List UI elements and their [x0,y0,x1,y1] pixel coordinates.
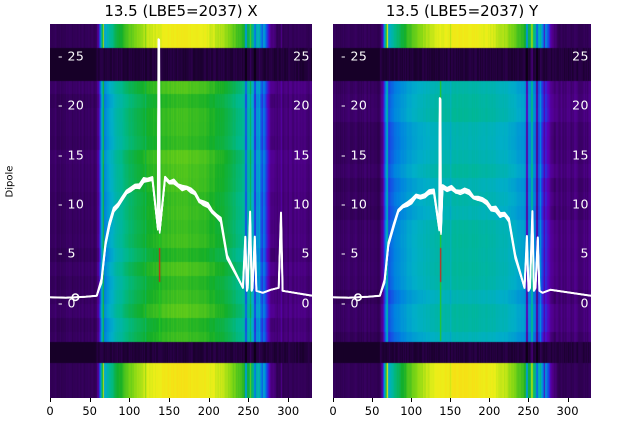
x-tick-label-left-150: 150 [158,404,181,418]
x-axis-right: 0 50 100 150 200 250 300 [329,398,591,440]
x-tick-label-right-100: 100 [400,404,423,418]
inner-y-tick-right-right-0: 0 [580,295,589,311]
x-tick-label-right-250: 250 [517,404,540,418]
x-tick-mark-right-50 [372,398,374,402]
inner-y-tick-left-right-5: 5 [301,245,310,261]
inner-y-tick-left-right-20: 20 [293,97,310,113]
x-tick-mark-left-150 [169,398,171,402]
panel-title-right: 13.5 (LBE5=2037) Y [385,2,539,20]
heatmap-image-right [333,24,591,398]
inner-y-tick-left-left-20: - 20 [58,97,85,113]
inner-y-tick-left-right-0: 0 [301,295,310,311]
x-tick-mark-right-150 [450,398,452,402]
inner-y-tick-left-left-0: - 0 [58,295,76,311]
inner-y-tick-right-left-10: - 10 [341,196,368,212]
x-axis-left: 0 50 100 150 200 250 300 [46,398,312,440]
inner-y-tick-left-right-15: 15 [293,147,310,163]
inner-y-tick-right-right-10: 10 [572,196,589,212]
x-tick-mark-left-50 [89,398,91,402]
x-tick-mark-right-200 [489,398,491,402]
inner-y-tick-right-left-25: - 25 [341,48,368,64]
x-tick-mark-left-0 [50,398,51,402]
x-tick-label-left-0: 0 [46,404,54,418]
x-tick-label-left-250: 250 [237,404,260,418]
panel-title-left: 13.5 (LBE5=2037) X [104,2,258,20]
x-tick-label-left-50: 50 [82,404,98,418]
overlay-trace-right [333,97,591,302]
x-tick-label-right-200: 200 [478,404,501,418]
trace-marker-left [71,293,80,302]
inner-y-tick-right-right-20: 20 [572,97,589,113]
inner-y-tick-left-left-5: - 5 [58,245,76,261]
inner-y-tick-left-right-10: 10 [293,196,310,212]
inner-y-tick-right-right-5: 5 [580,245,589,261]
x-tick-label-left-200: 200 [197,404,220,418]
inner-y-tick-right-left-15: - 15 [341,147,368,163]
inner-y-tick-right-left-20: - 20 [341,97,368,113]
x-tick-mark-left-100 [129,398,131,402]
category-axis-right [597,24,637,398]
inner-y-tick-left-left-10: - 10 [58,196,85,212]
x-tick-label-left-100: 100 [118,404,141,418]
heatmap-panel-left[interactable]: - 25 25 - 20 20 - 15 15 - 10 10 - 5 5 - 0 0 [50,24,312,398]
heatmap-panel-right[interactable]: - 25 25 - 20 20 - 15 15 - 10 10 - 5 5 - 0 0 [333,24,591,398]
x-tick-label-right-150: 150 [439,404,462,418]
inner-y-tick-left-left-25: - 25 [58,48,85,64]
x-tick-mark-right-300 [567,398,569,402]
inner-y-tick-right-left-0: - 0 [341,295,359,311]
x-tick-label-right-50: 50 [364,404,380,418]
x-tick-mark-left-250 [248,398,250,402]
inner-y-tick-right-right-25: 25 [572,48,589,64]
inner-y-tick-left-right-25: 25 [293,48,310,64]
x-tick-label-left-300: 300 [277,404,300,418]
trace-marker-right [353,293,362,302]
inner-y-tick-right-left-5: - 5 [341,245,359,261]
inner-y-tick-left-left-15: - 15 [58,147,85,163]
x-tick-mark-left-300 [288,398,290,402]
x-tick-mark-right-250 [528,398,530,402]
overlay-trace-left [50,38,312,302]
x-tick-mark-right-100 [411,398,413,402]
x-tick-mark-right-0 [333,398,334,402]
x-tick-label-right-300: 300 [556,404,579,418]
heatmap-image-left [50,24,312,398]
category-axis-left [6,24,46,398]
x-tick-label-right-0: 0 [329,404,337,418]
x-tick-mark-left-200 [208,398,210,402]
inner-y-tick-right-right-15: 15 [572,147,589,163]
